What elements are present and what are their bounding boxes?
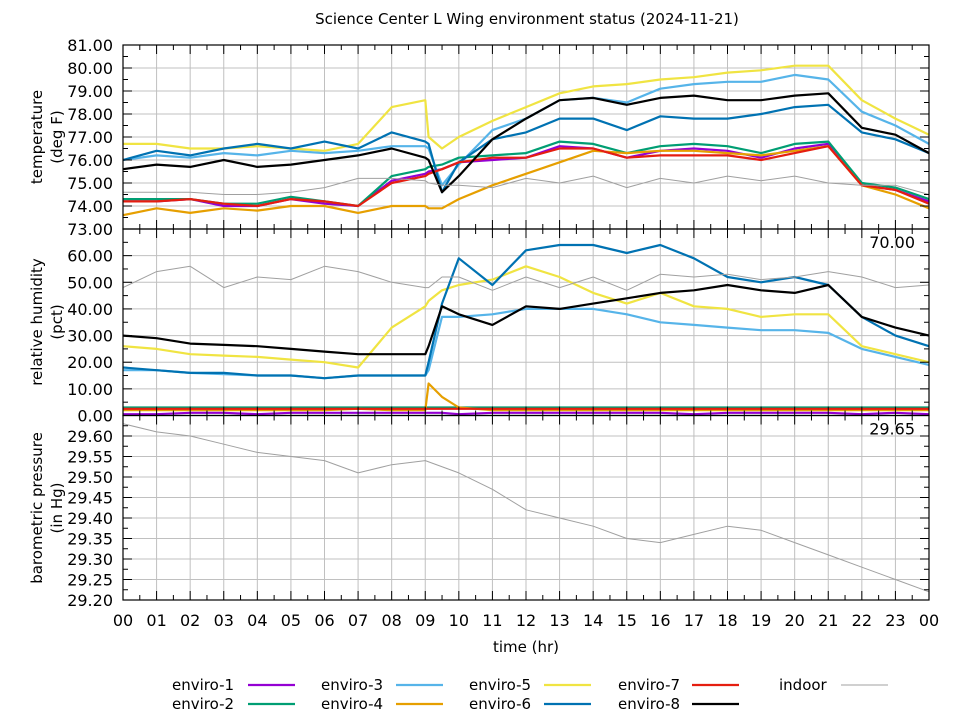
- x-tick-label: 22: [852, 611, 872, 630]
- y-tick-label: 79.00: [67, 82, 113, 101]
- temperature-axis-unit: (deg F): [48, 110, 66, 163]
- x-axis-label: time (hr): [493, 638, 559, 656]
- y-tick-label: 29.65: [869, 420, 915, 439]
- x-tick-label: 20: [784, 611, 804, 630]
- y-tick-label: 75.00: [67, 174, 113, 193]
- series-line-indoor: [123, 175, 930, 195]
- y-tick-label: 29.45: [67, 489, 113, 508]
- pressure-axis-label: barometric pressure: [28, 432, 46, 584]
- series-line-enviro-5: [123, 64, 930, 152]
- y-tick-label: 10.00: [67, 380, 113, 399]
- y-tick-label: 70.00: [869, 233, 915, 252]
- legend-label: enviro-8: [618, 695, 680, 713]
- x-tick-label: 15: [617, 611, 637, 630]
- chart-title: Science Center L Wing environment status…: [315, 10, 739, 28]
- x-tick-label: 12: [516, 611, 536, 630]
- x-tick-label: 00: [113, 611, 133, 630]
- y-tick-label: 0.00: [77, 407, 113, 426]
- series-line-enviro-8: [122, 283, 930, 356]
- legend-item-enviro-1: enviro-1: [172, 676, 295, 694]
- y-tick-label: 29.55: [67, 448, 113, 467]
- y-tick-label: 77.00: [67, 128, 113, 147]
- series-line-enviro-4: [122, 145, 930, 217]
- legend-item-enviro-5: enviro-5: [469, 676, 591, 694]
- y-tick-label: 29.30: [67, 550, 113, 569]
- grid-lines: [123, 45, 929, 600]
- x-tick-label: 03: [214, 611, 234, 630]
- y-tick-label: 76.00: [67, 151, 113, 170]
- y-tick-label: 29.40: [67, 509, 113, 528]
- series-line-indoor: [122, 423, 930, 593]
- y-tick-label: 20.00: [67, 353, 113, 372]
- y-tick-label: 40.00: [67, 300, 113, 319]
- series-line-enviro-3: [122, 73, 930, 187]
- y-tick-label: 81.00: [67, 36, 113, 55]
- legend-label: enviro-6: [469, 695, 531, 713]
- x-tick-label: 16: [650, 611, 670, 630]
- panel-frames: [122, 44, 930, 601]
- x-tick-label: 05: [281, 611, 301, 630]
- x-tick-label: 07: [348, 611, 368, 630]
- y-tick-label: 50.00: [67, 273, 113, 292]
- x-tick-label: 11: [482, 611, 502, 630]
- y-tick-label: 74.00: [67, 197, 113, 216]
- y-tick-label: 73.00: [67, 220, 113, 239]
- legend-label: enviro-1: [172, 676, 234, 694]
- series-line-enviro-8: [122, 92, 930, 194]
- x-tick-label: 18: [717, 611, 737, 630]
- y-tick-label: 29.50: [67, 468, 113, 487]
- legend-label: enviro-7: [618, 676, 680, 694]
- series-line-enviro-6: [122, 243, 930, 380]
- x-tick-label: 23: [885, 611, 905, 630]
- y-tick-label: 80.00: [67, 59, 113, 78]
- x-tick-label: 17: [684, 611, 704, 630]
- y-tick-label: 30.00: [67, 327, 113, 346]
- x-tick-label: 06: [314, 611, 334, 630]
- series-line-enviro-5: [122, 265, 930, 369]
- y-tick-label: 29.35: [67, 530, 113, 549]
- x-tick-label: 13: [549, 611, 569, 630]
- legend-label: enviro-2: [172, 695, 234, 713]
- x-tick-label: 08: [381, 611, 401, 630]
- pressure-axis-unit: (in Hg): [48, 483, 66, 534]
- legend-item-enviro-2: enviro-2: [172, 695, 295, 713]
- legend-item-enviro-4: enviro-4: [321, 695, 443, 713]
- y-tick-label: 60.00: [67, 247, 113, 266]
- x-tick-label: 21: [818, 611, 838, 630]
- y-tick-label: 78.00: [67, 105, 113, 124]
- x-tick-label: 14: [583, 611, 603, 630]
- y-tick-label: 29.25: [67, 571, 113, 590]
- x-tick-label: 00: [919, 611, 939, 630]
- x-tick-label: 04: [247, 611, 267, 630]
- humidity-axis-label: relative humidity: [28, 258, 46, 386]
- panel-frame: [122, 414, 930, 601]
- tick-labels: 73.00 74.00 75.00 76.00 77.00 78.00 79.00 80.00…: [67, 36, 939, 630]
- legend-item-indoor: indoor: [779, 676, 888, 694]
- legend-item-enviro-8: enviro-8: [618, 695, 739, 713]
- y-tick-label: 29.20: [67, 591, 113, 610]
- legend-item-enviro-6: enviro-6: [469, 695, 591, 713]
- series-line-enviro-2: [123, 140, 930, 208]
- x-tick-label: 09: [415, 611, 435, 630]
- x-tick-label: 19: [751, 611, 771, 630]
- legend-label: enviro-5: [469, 676, 531, 694]
- x-tick-label: 02: [180, 611, 200, 630]
- legend-label: indoor: [779, 676, 828, 694]
- series-line-indoor: [122, 265, 930, 291]
- x-tick-label: 10: [449, 611, 469, 630]
- legend-label: enviro-3: [321, 676, 383, 694]
- y-tick-label: 29.60: [67, 427, 113, 446]
- humidity-axis-unit: (pct): [48, 304, 66, 339]
- legend-label: enviro-4: [321, 695, 383, 713]
- legend-item-enviro-3: enviro-3: [321, 676, 443, 694]
- series-line-enviro-7: [123, 145, 930, 208]
- legend-item-enviro-7: enviro-7: [618, 676, 739, 694]
- x-tick-label: 01: [146, 611, 166, 630]
- temperature-axis-label: temperature: [28, 90, 46, 184]
